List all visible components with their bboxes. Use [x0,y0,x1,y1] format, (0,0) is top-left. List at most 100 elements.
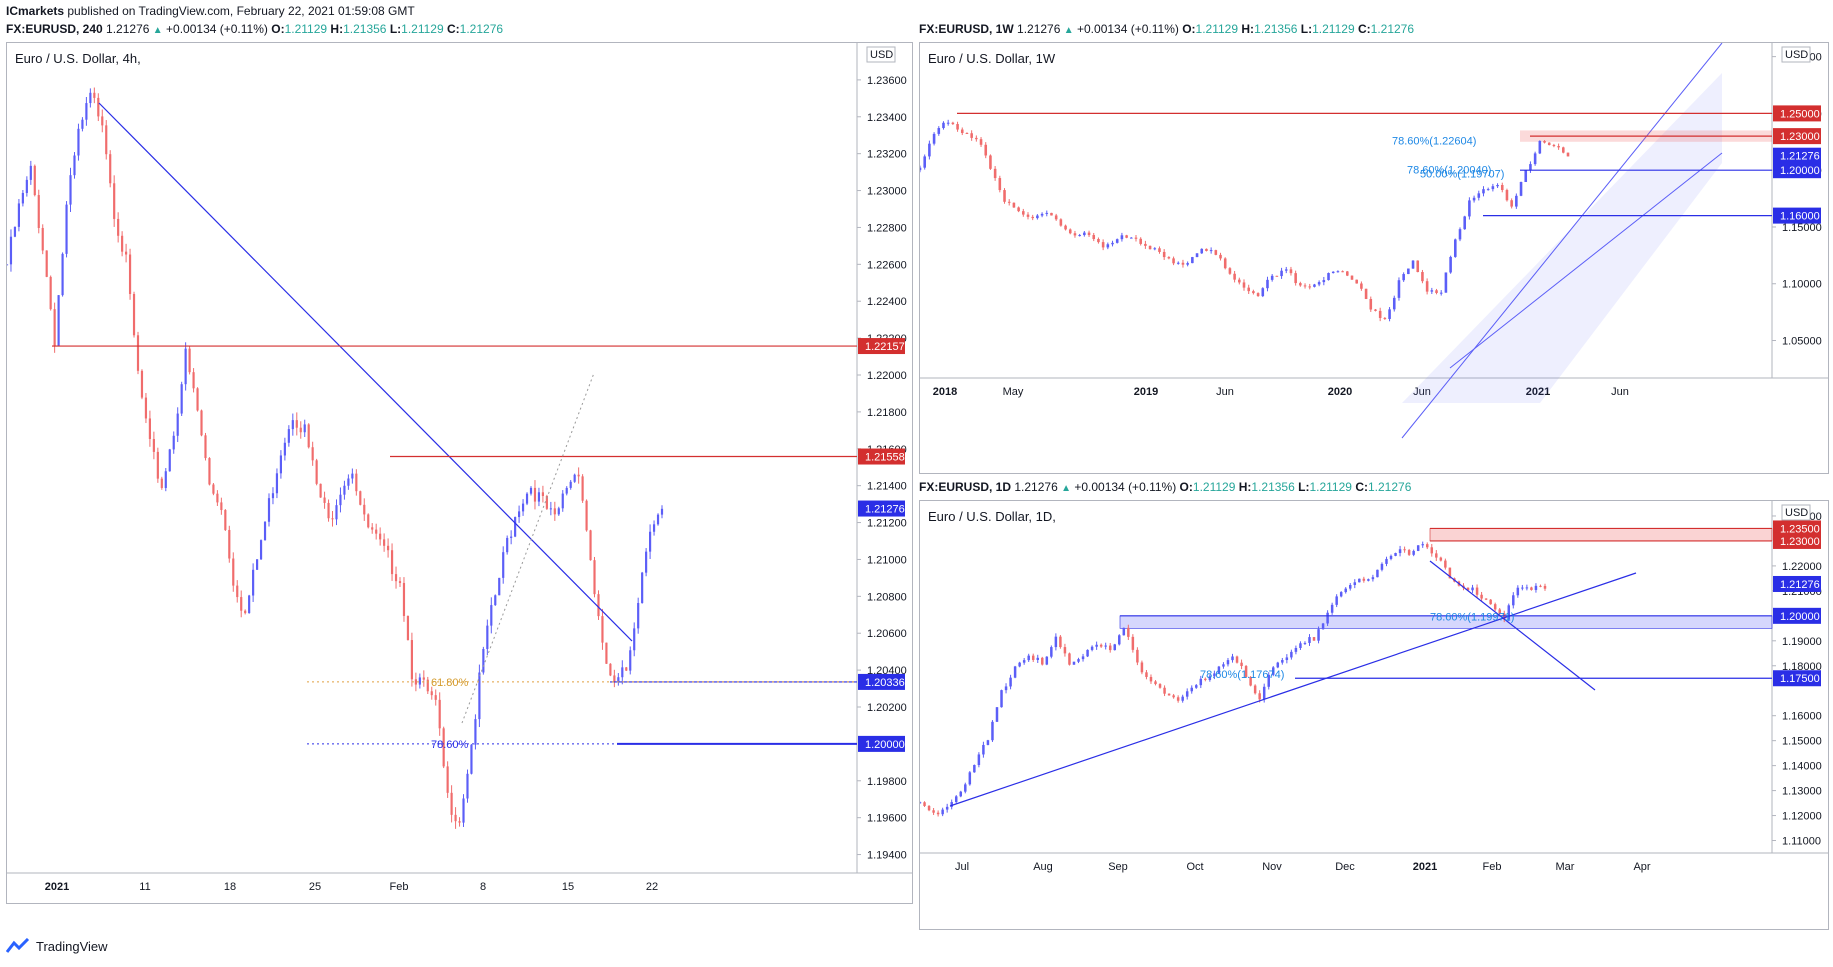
candle-body [1312,637,1316,641]
candle-body [625,667,628,671]
chart-canvas-4h[interactable]: 1.23600 1.23400 1.23200 1.23000 1.22800 1.226… [7,43,912,903]
candle-body [164,471,167,488]
symbol-label: FX:EURUSD, 240 [6,22,103,36]
publisher-line: ICmarkets published on TradingView.com, … [6,4,415,18]
candle-body [1214,250,1218,255]
candle-body [549,508,552,510]
candle-body [1454,239,1457,257]
y-tick-label: 1.15000 [1782,736,1822,748]
candle-body [1480,594,1483,599]
candle-body [1027,655,1030,661]
candle-body [1087,232,1091,236]
candle-body [117,218,120,236]
candle-body [1321,623,1325,630]
candle-body [1397,280,1401,298]
candle-body [1500,184,1504,190]
chart-canvas-1d[interactable]: 1.240001.220001.210001.190001.180001.160… [920,501,1828,929]
candle-body [1022,660,1026,663]
candle-body [1167,693,1171,696]
symbol-label: FX:EURUSD, 1D [919,480,1012,494]
price-tag-label: 1.21276 [1780,151,1820,163]
candle-body [113,183,116,219]
candle-body [450,792,453,815]
candle-body [533,487,537,502]
candle-body [1389,555,1393,559]
candle-body [1223,258,1227,269]
candle-body [1516,587,1520,596]
candle-body [196,388,199,411]
candle-body [1294,647,1298,652]
candle-body [81,119,84,129]
price-tag-label: 1.16000 [1780,211,1820,223]
candle-body [1538,140,1542,154]
candle-body [351,473,354,479]
publisher-name: ICmarkets [6,4,65,18]
candle-body [920,167,922,171]
candle-body [656,514,660,525]
candle-body [977,754,981,766]
tradingview-logo[interactable]: TradingView [6,938,108,954]
last-price: 1.21276 [1014,480,1058,494]
candle-body [1376,569,1379,578]
candle-body [180,384,183,414]
chart-panel-1w[interactable]: Euro / U.S. Dollar, 1W 1.300001.250001.2… [919,42,1829,474]
candle-body [1000,690,1003,708]
candle-body [1101,242,1105,248]
low-value: 1.21129 [401,22,444,36]
candle-body [1448,567,1452,579]
candle-body [1364,288,1368,299]
candle-body [482,648,485,673]
x-tick-label: 2020 [1328,386,1352,398]
candle-body [1136,649,1139,663]
candle-body [1280,270,1283,277]
chart-panel-4h[interactable]: Euro / U.S. Dollar, 4h, 1.23600 1.23400 1.… [6,42,913,904]
trend-line [98,102,633,642]
candle-body [458,821,461,823]
candle-body [1398,549,1402,554]
close-value: 1.21276 [459,22,504,36]
y-tick-label: 1.20800 [867,591,907,603]
candle-body [1090,646,1094,650]
y-tick-label: 1.23400 [867,112,907,124]
fib-label: 78.60% [431,739,469,751]
x-tick-label: Nov [1262,861,1282,873]
candle-body [1140,662,1144,673]
candle-body [279,455,283,474]
candle-body [1350,275,1354,280]
chart-panel-1d[interactable]: Euro / U.S. Dollar, 1D, 1.240001.220001.… [919,500,1829,930]
candle-body [283,442,286,456]
candle-body [1317,282,1321,285]
candle-body [1063,647,1067,654]
candle-body [1158,684,1162,688]
candle-body [65,204,68,254]
price-tag [858,448,905,465]
candle-body [1335,596,1338,605]
price-tag [858,500,905,517]
price-tag [1773,670,1821,687]
candle-body [1463,216,1466,230]
candle-body [248,595,251,614]
y-tick-label: 1.16000 [1782,711,1822,723]
candle-body [1176,697,1180,701]
candle-body [1290,651,1293,658]
candle-body [1472,197,1476,201]
price-tag-label: 1.20000 [865,739,905,751]
candle-body [1158,248,1161,252]
fib-label: 78.60%(1.19971) [1430,612,1514,624]
candle-body [1004,686,1008,691]
candle-body [371,527,374,530]
candle-body [343,485,346,495]
candle-body [406,615,410,641]
candle-body [1566,152,1570,157]
candle-body [1374,309,1377,311]
y-tick-label: 1.21400 [867,481,907,493]
candle-body [1050,212,1053,216]
price-tag [1773,207,1821,224]
low-label: L: [1300,22,1313,36]
candle-body [57,295,60,347]
candle-body [1341,271,1344,273]
candle-body [1036,215,1039,219]
chart-canvas-1w[interactable]: 1.300001.250001.200001.150001.100001.050… [920,43,1828,473]
candle-body [418,677,421,685]
price-change: +0.00134 (+0.11%) [1077,22,1179,36]
